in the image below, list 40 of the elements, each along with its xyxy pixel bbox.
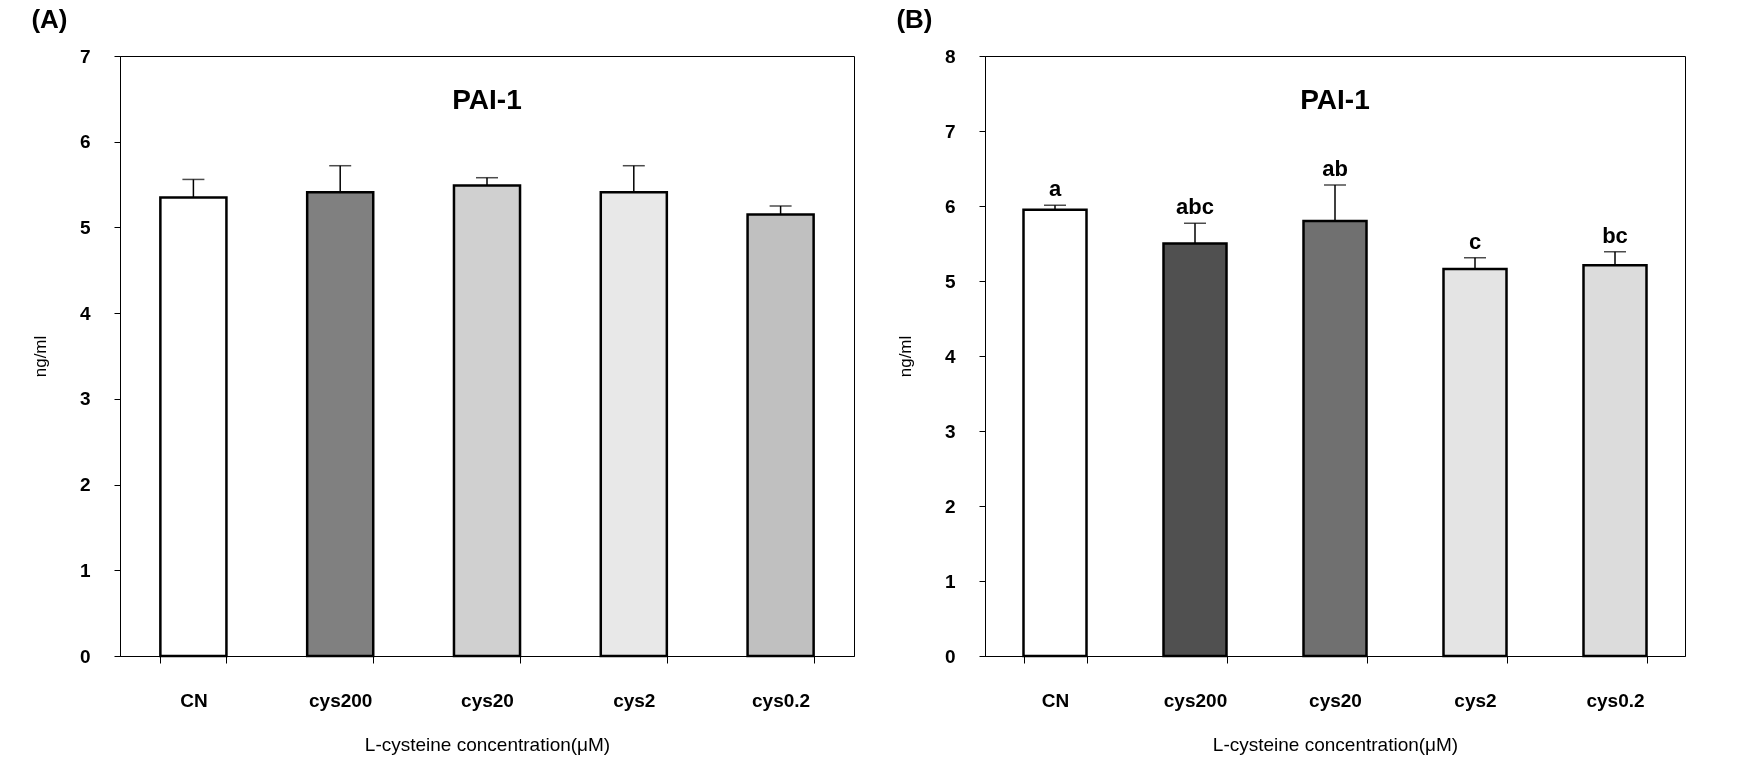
annotation: abc [1176,194,1214,220]
y-tick-label: 7 [79,45,91,67]
annotation: ab [1322,156,1348,181]
y-tick-label: 6 [79,131,91,153]
chart-title: (B) [896,4,933,34]
annotation: c [1468,228,1482,254]
annotation: PAI-1 [1300,84,1370,115]
y-tick-label: 6 [944,195,956,217]
y-tick-label: 7 [944,120,956,142]
x-axis-title: L-cysteine concentration(μM) [364,733,611,755]
x-tick-label: CN [1041,689,1070,711]
x-tick-label: cys2 [1454,689,1497,711]
y-axis-title: ng/ml [895,335,915,378]
x-tick-label: cys0.2 [1586,689,1645,711]
x-axis-title: L-cysteine concentration(μM) [1212,733,1459,755]
x-tick-label: cys200 [309,689,373,711]
y-tick-label: 1 [79,559,91,581]
x-tick-label: CN [180,689,208,711]
annotation: bc [1602,222,1628,248]
x-tick-label: cys20 [1309,689,1362,711]
y-tick-label: 4 [79,302,91,324]
y-tick-label: 3 [79,388,91,410]
y-tick-label: 5 [79,216,91,238]
x-tick-label: cys20 [461,689,514,711]
x-tick-label: cys200 [1163,689,1228,711]
y-tick-label: 4 [944,345,956,367]
y-tick-label: 8 [944,45,956,67]
y-tick-label: 0 [79,645,91,667]
y-tick-label: 0 [944,645,956,667]
y-tick-label: 2 [944,495,956,517]
y-tick-label: 2 [79,474,91,496]
chart-title: (A) [31,4,68,34]
x-tick-label: cys2 [613,689,656,711]
y-tick-label: 5 [944,270,956,292]
y-tick-label: 3 [944,420,956,442]
annotation: PAI-1 [452,84,522,115]
y-tick-label: 1 [944,570,956,592]
x-tick-label: cys0.2 [752,689,811,711]
y-axis-title: ng/ml [30,335,50,378]
annotation: a [1048,176,1062,202]
